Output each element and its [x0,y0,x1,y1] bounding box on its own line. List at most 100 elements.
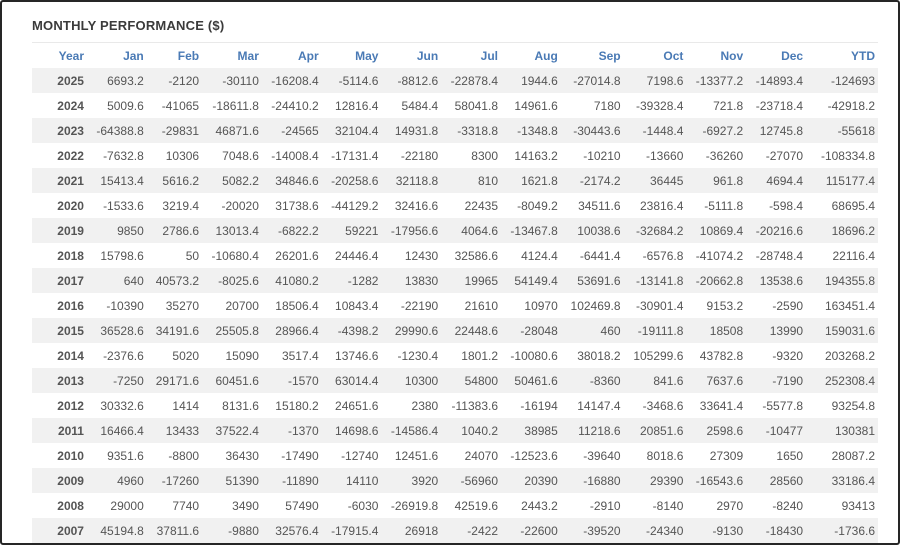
value-cell: -22180 [400,148,439,163]
performance-table: Year Jan Feb Mar Apr May Jun Jul Aug Sep Oct Nov Dec… [32,42,878,543]
value-cell: 13013.4 [215,223,259,238]
value-cell: 4960 [117,473,144,488]
ytd-cell: 159031.6 [824,323,875,338]
value-cell: 20851.6 [639,423,684,438]
value-cell: 59221 [345,223,379,238]
value-cell: 460 [600,323,621,338]
value-cell: 42519.6 [454,498,498,513]
value-cell: 15180.2 [275,398,319,413]
value-cell: 6693.2 [107,73,144,88]
value-cell: 34511.6 [578,198,621,213]
value-cell: -4398.2 [337,323,379,338]
value-cell: -3318.8 [457,123,498,138]
ytd-cell: 28087.2 [831,448,875,463]
ytd-cell: -42918.2 [827,98,875,113]
table-header: Year Jan Feb Mar Apr May Jun Jul Aug Sep Oct Nov Dec… [32,43,878,69]
year-cell: 2013 [57,373,84,388]
value-cell: 10843.4 [335,298,379,313]
value-cell: -30443.6 [573,123,621,138]
value-cell: -2120 [168,73,200,88]
value-cell: 29000 [110,498,144,513]
value-cell: 13433 [165,423,200,438]
table-row: 2025 6693.2 -2120 -30110 -16208.4 -5114.6 -881… [32,68,878,93]
value-cell: -3468.6 [642,398,684,413]
value-cell: 2786.6 [162,223,200,238]
year-cell: 2020 [57,198,84,213]
value-cell: -16543.6 [695,473,744,488]
value-cell: 14147.4 [577,398,621,413]
year-cell: 2007 [57,523,84,538]
value-cell: 24446.4 [335,248,379,263]
value-cell: 2443.2 [521,498,558,513]
value-cell: -8140 [652,498,684,513]
table-row: 2021 15413.4 5616.2 5082.2 34846.6 -20258.6 32… [32,168,878,193]
value-cell: 3920 [411,473,439,488]
value-cell: -39640 [583,448,621,463]
value-cell: -2174.2 [579,173,621,188]
value-cell: 40573.2 [155,273,200,288]
value-cell: 54149.4 [514,273,558,288]
value-cell: 34191.6 [155,323,200,338]
value-cell: 102469.8 [570,298,621,313]
value-cell: 32586.6 [454,248,498,263]
value-cell: 12745.8 [759,123,804,138]
value-cell: 36445 [650,173,684,188]
value-cell: 53691.6 [577,273,621,288]
value-cell: -12523.6 [510,448,558,463]
table-row: 2014 -2376.6 5020 15090 3517.4 13746.6 -1230.4… [32,343,878,368]
year-cell: 2025 [57,73,84,88]
value-cell: 60451.6 [215,373,259,388]
value-cell: -17915.4 [331,523,379,538]
table-row: 2024 5009.6 -41065 -18611.8 -24410.2 12816.4 5… [32,93,878,118]
ytd-cell: 33186.4 [831,473,875,488]
value-cell: -13467.8 [510,223,558,238]
value-cell: 9850 [117,223,144,238]
value-cell: 34846.6 [275,173,319,188]
table-row: 2010 9351.6 -8800 36430 -17490 -12740 12451.6 2… [32,443,878,468]
value-cell: -8049.2 [517,198,558,213]
value-cell: -6576.8 [642,248,684,263]
value-cell: -20216.6 [755,223,804,238]
value-cell: 31738.6 [275,198,319,213]
value-cell: -20020 [221,198,259,213]
value-cell: 13746.6 [335,348,379,363]
year-cell: 2018 [57,248,84,263]
value-cell: 36528.6 [100,323,144,338]
value-cell: -17490 [281,448,319,463]
table-row: 2020 -1533.6 3219.4 -20020 31738.6 -44129.2 32… [32,193,878,218]
table-row: 2007 45194.8 37811.6 -9880 32576.4 -17915.4 26… [32,518,878,543]
column-header-feb: Feb [177,49,200,63]
value-cell: -24410.2 [271,98,319,113]
value-cell: 2598.6 [706,423,744,438]
value-cell: -1348.8 [517,123,558,138]
value-cell: 35270 [165,298,200,313]
value-cell: 32104.4 [335,123,379,138]
value-cell: -22600 [520,523,558,538]
table-row: 2008 29000 7740 3490 57490 -6030 -26919.8 42519… [32,493,878,518]
value-cell: 29171.6 [155,373,200,388]
value-cell: -39328.4 [636,98,684,113]
column-header-oct: Oct [663,49,684,63]
year-cell: 2009 [57,473,84,488]
value-cell: -6927.2 [702,123,744,138]
ytd-cell: 93254.8 [831,398,875,413]
value-cell: -16880 [583,473,621,488]
value-cell: 11218.6 [578,423,621,438]
value-cell: 32416.6 [394,198,439,213]
value-cell: 58041.8 [454,98,498,113]
value-cell: 4064.6 [461,223,498,238]
value-cell: -56960 [460,473,498,488]
value-cell: 4124.4 [521,248,558,263]
value-cell: -2910 [589,498,621,513]
value-cell: 5082.2 [222,173,259,188]
value-cell: 18506.4 [275,298,319,313]
value-cell: -11890 [282,473,319,488]
value-cell: 38018.2 [577,348,621,363]
value-cell: -5111.8 [704,198,744,213]
value-cell: -39520 [583,523,621,538]
value-cell: 14961.6 [514,98,558,113]
value-cell: 51390 [225,473,259,488]
ytd-cell: -55618 [837,123,875,138]
value-cell: -20662.8 [695,273,744,288]
ytd-cell: -108334.8 [820,148,875,163]
